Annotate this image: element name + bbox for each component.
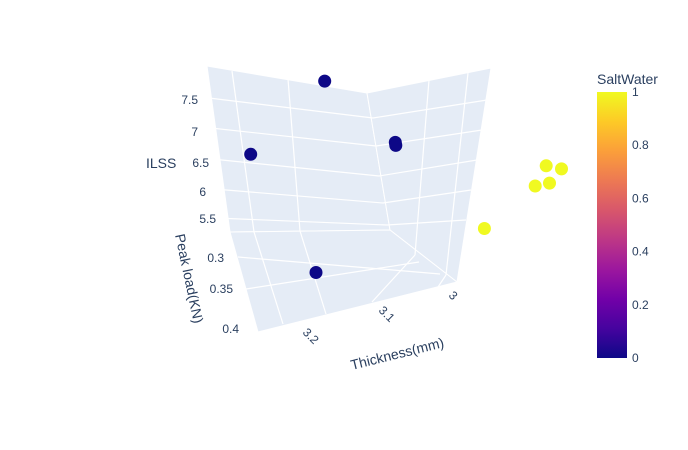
colorbar-tick-label: 0 bbox=[632, 351, 639, 365]
y-axis-ticks: 0.3 0.35 0.4 bbox=[207, 251, 239, 336]
z-axis-ticks: 7.5 7 6.5 6 5.5 bbox=[181, 93, 216, 226]
y-tick-label: 0.35 bbox=[210, 282, 234, 296]
data-point[interactable] bbox=[389, 138, 403, 152]
x-axis-title: Thickness(mm) bbox=[349, 334, 446, 373]
colorbar-tick-label: 0.6 bbox=[632, 191, 649, 205]
x-tick-label: 3.1 bbox=[376, 303, 398, 325]
z-tick-label: 6 bbox=[199, 185, 206, 199]
z-tick-label: 6.5 bbox=[192, 156, 209, 170]
data-point[interactable] bbox=[477, 222, 491, 235]
data-point[interactable] bbox=[309, 266, 323, 279]
z-tick-label: 5.5 bbox=[199, 212, 216, 226]
colorbar-title: SaltWater bbox=[597, 71, 658, 87]
colorbar-tick-label: 0.4 bbox=[632, 245, 649, 259]
data-point[interactable] bbox=[528, 179, 542, 193]
y-axis-title: Peak load(KN) bbox=[172, 232, 207, 324]
floor-pane bbox=[229, 229, 459, 333]
y-tick-label: 0.4 bbox=[222, 322, 239, 336]
x-tick-label: 3 bbox=[446, 288, 461, 303]
z-axis-title: ILSS bbox=[146, 155, 176, 171]
x-tick-label: 3.2 bbox=[300, 325, 322, 347]
colorbar-tick-label: 0.8 bbox=[632, 138, 649, 152]
z-tick-label: 7 bbox=[191, 125, 198, 139]
data-points[interactable] bbox=[244, 74, 568, 279]
z-tick-label: 7.5 bbox=[181, 93, 198, 107]
colorbar-ticks: 0 0.2 0.4 0.6 0.8 1 bbox=[632, 85, 649, 365]
colorbar-gradient bbox=[597, 92, 627, 358]
data-point[interactable] bbox=[318, 74, 332, 88]
data-point[interactable] bbox=[555, 162, 568, 176]
colorbar: SaltWater 0 0.2 0.4 0.6 0.8 1 bbox=[597, 71, 658, 365]
data-point[interactable] bbox=[539, 159, 553, 173]
scene-panes bbox=[206, 65, 492, 333]
data-point[interactable] bbox=[244, 147, 258, 161]
colorbar-tick-label: 0.2 bbox=[632, 298, 649, 312]
colorbar-tick-label: 1 bbox=[632, 85, 639, 99]
data-point[interactable] bbox=[543, 176, 556, 190]
y-tick-label: 0.3 bbox=[207, 251, 224, 265]
